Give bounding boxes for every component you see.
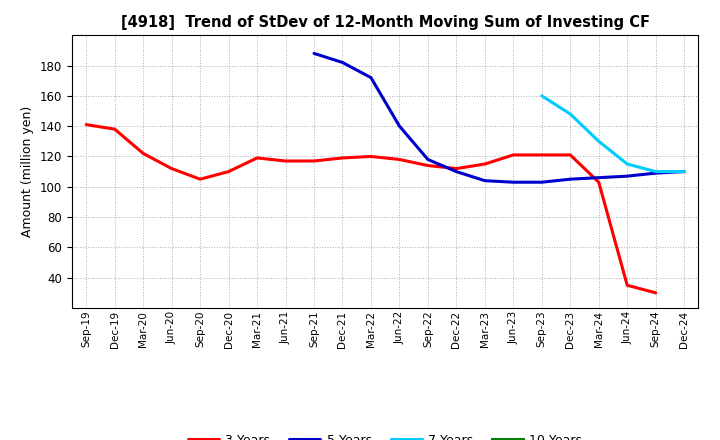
Y-axis label: Amount (million yen): Amount (million yen) bbox=[22, 106, 35, 237]
7 Years bbox=[595, 139, 603, 144]
3 Years bbox=[253, 155, 261, 161]
7 Years bbox=[537, 93, 546, 99]
5 Years bbox=[537, 180, 546, 185]
5 Years bbox=[480, 178, 489, 183]
5 Years bbox=[423, 157, 432, 162]
3 Years bbox=[282, 158, 290, 164]
5 Years bbox=[509, 180, 518, 185]
3 Years bbox=[652, 290, 660, 296]
3 Years bbox=[110, 127, 119, 132]
3 Years bbox=[338, 155, 347, 161]
3 Years bbox=[452, 166, 461, 171]
7 Years bbox=[652, 169, 660, 174]
3 Years bbox=[196, 176, 204, 182]
3 Years bbox=[225, 169, 233, 174]
Legend: 3 Years, 5 Years, 7 Years, 10 Years: 3 Years, 5 Years, 7 Years, 10 Years bbox=[183, 429, 588, 440]
3 Years bbox=[623, 282, 631, 288]
Line: 3 Years: 3 Years bbox=[86, 125, 656, 293]
7 Years bbox=[623, 161, 631, 167]
Line: 7 Years: 7 Years bbox=[541, 96, 684, 172]
5 Years bbox=[566, 176, 575, 182]
5 Years bbox=[366, 75, 375, 80]
5 Years bbox=[623, 173, 631, 179]
3 Years bbox=[537, 152, 546, 158]
Line: 5 Years: 5 Years bbox=[314, 53, 684, 182]
5 Years bbox=[680, 169, 688, 174]
5 Years bbox=[452, 169, 461, 174]
Title: [4918]  Trend of StDev of 12-Month Moving Sum of Investing CF: [4918] Trend of StDev of 12-Month Moving… bbox=[121, 15, 649, 30]
3 Years bbox=[480, 161, 489, 167]
5 Years bbox=[395, 124, 404, 129]
5 Years bbox=[310, 51, 318, 56]
3 Years bbox=[366, 154, 375, 159]
3 Years bbox=[595, 180, 603, 185]
5 Years bbox=[595, 175, 603, 180]
3 Years bbox=[395, 157, 404, 162]
3 Years bbox=[167, 166, 176, 171]
3 Years bbox=[423, 163, 432, 168]
7 Years bbox=[680, 169, 688, 174]
3 Years bbox=[509, 152, 518, 158]
7 Years bbox=[566, 111, 575, 117]
3 Years bbox=[82, 122, 91, 127]
3 Years bbox=[139, 151, 148, 156]
5 Years bbox=[338, 60, 347, 65]
3 Years bbox=[566, 152, 575, 158]
5 Years bbox=[652, 170, 660, 176]
3 Years bbox=[310, 158, 318, 164]
